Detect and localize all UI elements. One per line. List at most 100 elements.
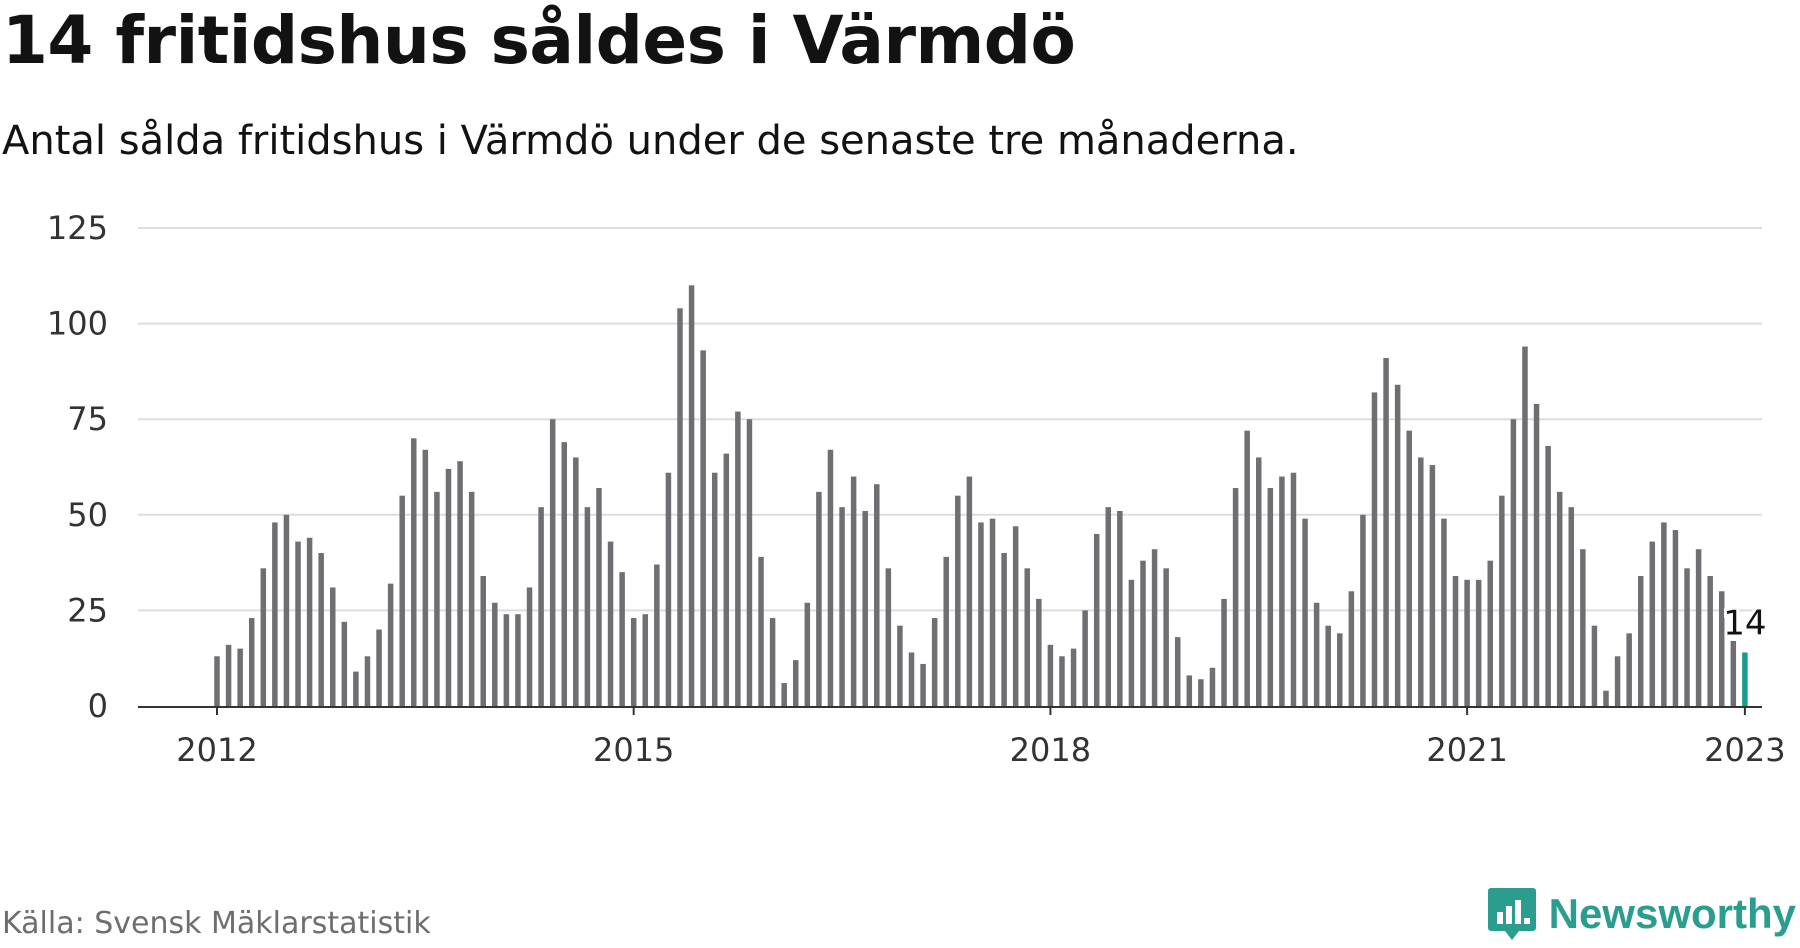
- bar: [1093, 533, 1100, 706]
- bar: [411, 438, 417, 706]
- bar: [445, 468, 452, 706]
- bar: [341, 621, 348, 706]
- bar: [376, 629, 382, 706]
- bar: [283, 514, 290, 706]
- bar: [492, 602, 498, 706]
- bar: [1580, 549, 1586, 706]
- bar: [1267, 488, 1274, 706]
- newsworthy-logo-icon: [1487, 888, 1536, 940]
- x-tick-label: 2021: [1426, 731, 1507, 769]
- bar: [1626, 633, 1632, 706]
- bar: [1244, 430, 1250, 706]
- bar: [1533, 403, 1540, 706]
- x-tick-label: 2018: [1010, 731, 1091, 769]
- bar: [688, 285, 695, 706]
- annotations: 14: [1720, 600, 1769, 646]
- bar: [1429, 465, 1436, 706]
- bar: [306, 537, 313, 706]
- bar: [422, 449, 429, 706]
- bar: [1036, 598, 1042, 706]
- bar: [1441, 518, 1447, 706]
- bar: [793, 660, 799, 706]
- bar: [1279, 476, 1285, 706]
- bar: [1545, 445, 1551, 706]
- bar: [1568, 507, 1575, 706]
- bar: [353, 671, 359, 706]
- bar: [399, 495, 405, 706]
- bar: [943, 556, 949, 706]
- bar: [1464, 579, 1470, 706]
- y-tick-label: 50: [67, 496, 108, 534]
- bar: [596, 488, 602, 706]
- bar: [1649, 541, 1656, 706]
- highlight-bar: [1742, 652, 1748, 706]
- bar: [630, 618, 637, 706]
- bar: [1719, 591, 1725, 706]
- brand-name: Newsworthy: [1548, 890, 1796, 937]
- bar-chart: 0 25 50 75 100 125 2012 2015 2018 2021 2023 14: [47, 209, 1786, 769]
- bar: [1406, 430, 1412, 706]
- bars: [214, 285, 1748, 706]
- bar: [1487, 560, 1493, 706]
- bar: [295, 541, 301, 706]
- bar: [1730, 640, 1737, 706]
- bar: [1256, 457, 1262, 706]
- bar: [1614, 656, 1621, 706]
- bar: [1024, 568, 1030, 706]
- bar: [920, 663, 926, 706]
- bar: [1221, 598, 1227, 706]
- bar: [642, 614, 649, 706]
- bar: [607, 541, 614, 706]
- bar: [573, 457, 579, 706]
- y-axis-ticks: 0 25 50 75 100 125: [47, 209, 108, 725]
- bar: [966, 476, 973, 706]
- brand-logo: Newsworthy: [1487, 886, 1796, 942]
- bar: [457, 461, 463, 706]
- y-tick-label: 100: [47, 305, 108, 343]
- bar: [816, 491, 822, 706]
- bar: [515, 614, 521, 706]
- bar: [1684, 568, 1690, 706]
- bar: [955, 495, 961, 706]
- bar: [1591, 625, 1598, 706]
- bar: [1510, 419, 1517, 706]
- bar: [989, 518, 996, 706]
- bar: [1637, 575, 1644, 706]
- bar: [260, 568, 267, 706]
- bar: [526, 587, 533, 706]
- x-axis-ticks: 2012 2015 2018 2021 2023: [176, 707, 1786, 769]
- bar: [1232, 488, 1239, 706]
- bar: [1209, 667, 1216, 706]
- bar: [1140, 560, 1146, 706]
- bar: [897, 625, 903, 706]
- bar: [931, 618, 938, 706]
- bar: [1522, 346, 1528, 706]
- bar: [364, 656, 371, 706]
- bar: [758, 556, 764, 706]
- last-value-label: 14: [1723, 603, 1766, 643]
- bar: [1163, 568, 1169, 706]
- bar: [735, 411, 741, 706]
- bar: [827, 449, 834, 706]
- bar: [654, 564, 660, 706]
- bar: [862, 510, 868, 706]
- y-tick-label: 125: [47, 209, 108, 247]
- bar: [781, 683, 787, 706]
- y-tick-label: 0: [88, 687, 108, 725]
- bar: [1117, 510, 1123, 706]
- bar: [1394, 384, 1401, 706]
- bar: [1360, 514, 1366, 706]
- bar: [1012, 526, 1019, 706]
- bar: [723, 453, 730, 706]
- bar: [1047, 644, 1054, 706]
- x-tick-label: 2012: [176, 731, 257, 769]
- bar: [237, 648, 243, 706]
- bar: [677, 308, 683, 706]
- bar: [1313, 602, 1320, 706]
- bar: [1499, 495, 1505, 706]
- bar: [538, 507, 544, 706]
- bar: [1475, 579, 1482, 706]
- chart-title: 14 fritidshus såldes i Värmdö: [2, 2, 1076, 79]
- bar: [1556, 491, 1563, 706]
- bar: [804, 602, 811, 706]
